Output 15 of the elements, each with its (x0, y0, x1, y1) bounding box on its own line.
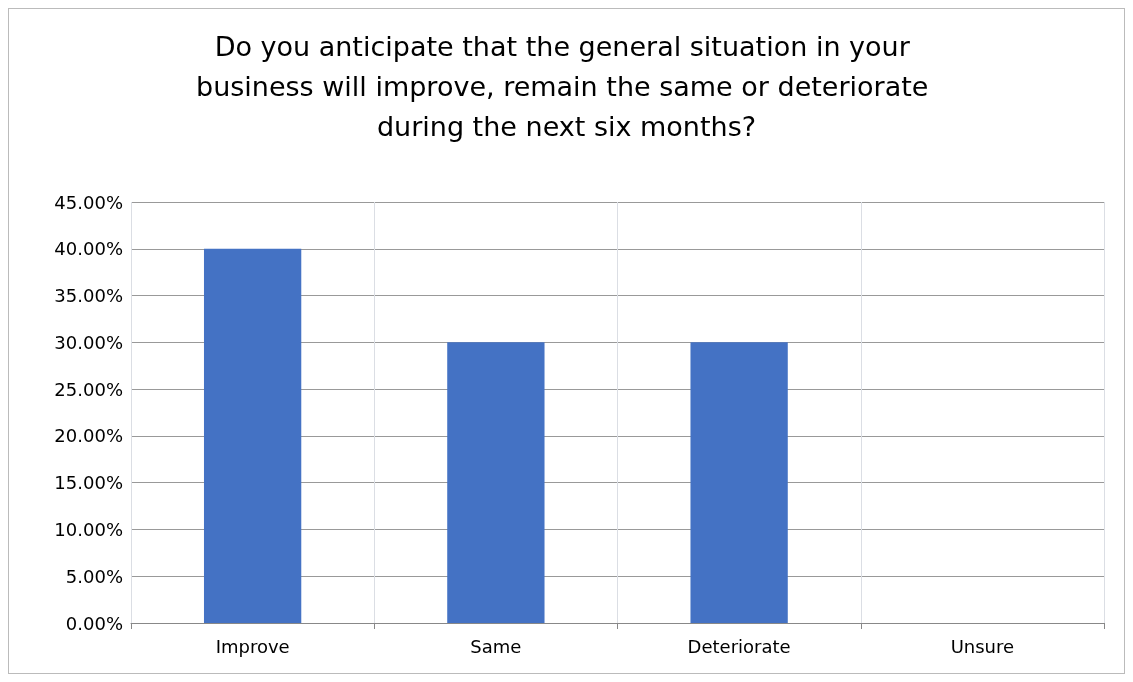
y-tick-label: 35.00% (54, 285, 123, 307)
y-tick-label: 40.00% (54, 238, 123, 260)
x-tick-label: Improve (215, 635, 290, 657)
y-tick-label: 20.00% (54, 425, 123, 447)
y-tick-label: 25.00% (54, 378, 123, 400)
x-tick-label: Unsure (950, 635, 1015, 657)
y-tick-label: 30.00% (54, 331, 123, 353)
y-tick-label: 0.00% (65, 612, 123, 634)
y-tick-label: 15.00% (54, 472, 123, 494)
chart-title: Do you anticipate that the general situation in your business will improve, remain the same or deteriorate during the next six months? (195, 30, 938, 142)
x-tick-label: Same (470, 635, 522, 657)
y-tick-label: 5.00% (65, 565, 123, 587)
y-tick-label: 10.00% (54, 518, 123, 540)
y-tick-label: 45.00% (54, 191, 123, 213)
x-tick-label: Deteriorate (687, 635, 791, 657)
